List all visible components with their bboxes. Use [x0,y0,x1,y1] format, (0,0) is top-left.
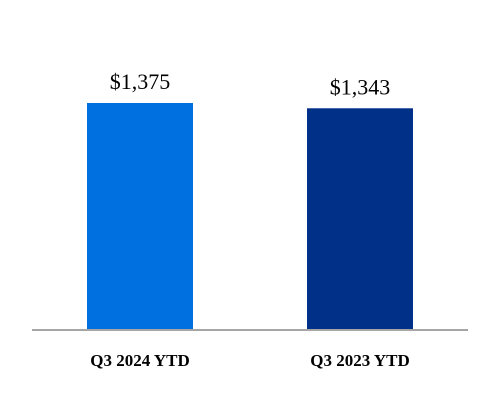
category-labels-group: Q3 2024 YTD Q3 2023 YTD [90,351,410,370]
value-labels-group: $1,375 $1,343 [110,69,391,99]
bar-2 [307,108,413,331]
value-label-1: $1,375 [110,69,171,94]
value-label-2: $1,343 [330,74,391,99]
bars-group [87,103,413,331]
bar-1 [87,103,193,330]
category-label-2: Q3 2023 YTD [310,351,410,370]
category-label-1: Q3 2024 YTD [90,351,190,370]
